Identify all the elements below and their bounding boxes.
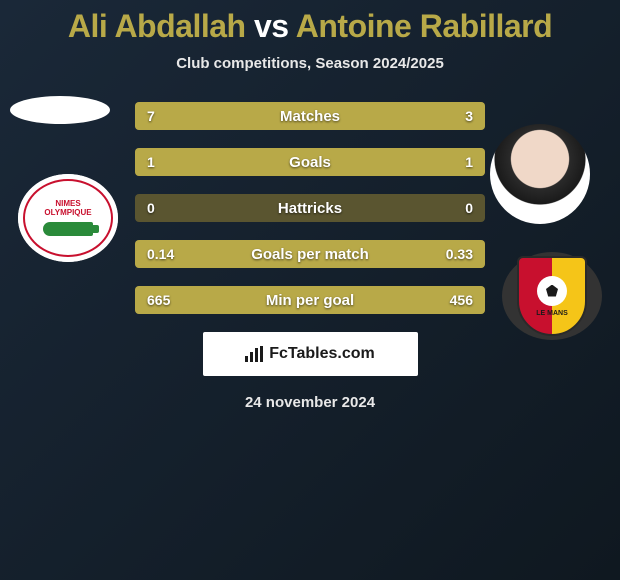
stat-row: 0Hattricks0 — [135, 194, 485, 222]
brand-logo: FcTables.com — [245, 345, 375, 363]
stat-label: Matches — [135, 102, 485, 130]
lemans-badge-text: LE MANS — [536, 310, 568, 317]
nimes-badge: NIMESOLYMPIQUE — [18, 174, 118, 262]
stat-label: Min per goal — [135, 286, 485, 314]
content-area: NIMESOLYMPIQUE LE MANS 7Matches3 1Goals1 0… — [0, 102, 620, 411]
date-label: 24 november 2024 — [0, 394, 620, 411]
stat-value-right: 3 — [465, 102, 473, 130]
stat-label: Goals — [135, 148, 485, 176]
stat-row: 1Goals1 — [135, 148, 485, 176]
player2-avatar — [490, 124, 590, 224]
stat-value-right: 0.33 — [446, 240, 473, 268]
soccer-ball-icon — [537, 276, 567, 306]
stat-value-right: 456 — [450, 286, 473, 314]
stat-bars: 7Matches3 1Goals1 0Hattricks0 0.14Goals per… — [135, 102, 485, 314]
player1-avatar — [10, 96, 110, 124]
player2-club-badge: LE MANS — [502, 252, 602, 340]
stat-label: Goals per match — [135, 240, 485, 268]
player2-name: Antoine Rabillard — [296, 8, 552, 44]
bar-chart-icon — [245, 346, 265, 362]
vs-separator: vs — [254, 8, 289, 44]
stat-row: 0.14Goals per match0.33 — [135, 240, 485, 268]
crocodile-icon — [43, 222, 93, 236]
player1-name: Ali Abdallah — [68, 8, 246, 44]
subtitle: Club competitions, Season 2024/2025 — [0, 55, 620, 72]
stat-row: 7Matches3 — [135, 102, 485, 130]
stat-label: Hattricks — [135, 194, 485, 222]
comparison-title: Ali Abdallah vs Antoine Rabillard — [0, 0, 620, 45]
player1-club-badge: NIMESOLYMPIQUE — [18, 174, 118, 262]
nimes-badge-text: NIMESOLYMPIQUE — [44, 200, 91, 218]
lemans-shield: LE MANS — [517, 256, 587, 336]
stat-value-right: 1 — [465, 148, 473, 176]
stat-value-right: 0 — [465, 194, 473, 222]
lemans-badge: LE MANS — [502, 252, 602, 340]
stat-row: 665Min per goal456 — [135, 286, 485, 314]
brand-box: FcTables.com — [203, 332, 418, 376]
brand-text: FcTables.com — [269, 345, 375, 363]
